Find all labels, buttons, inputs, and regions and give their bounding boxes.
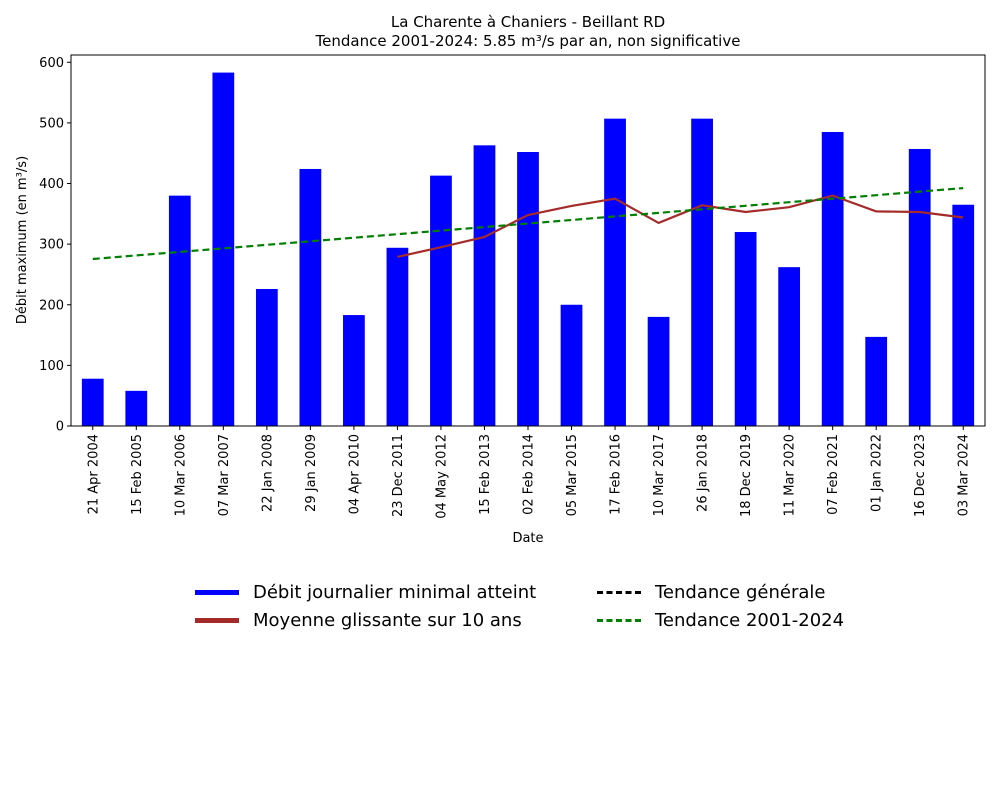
x-tick-label-7: 23 Dec 2011 bbox=[391, 434, 406, 517]
x-tick-label-5: 29 Jan 2009 bbox=[304, 434, 319, 512]
y-tick-label-1: 100 bbox=[39, 359, 64, 374]
lines-group bbox=[92, 187, 964, 261]
x-tick-label-6: 04 Apr 2010 bbox=[347, 434, 362, 514]
bar-18 bbox=[865, 336, 888, 426]
x-tick-label-2: 10 Mar 2006 bbox=[173, 434, 188, 516]
legend-swatch-trend-2001-2024 bbox=[597, 618, 641, 622]
bar-17 bbox=[821, 131, 844, 426]
bar-11 bbox=[560, 304, 583, 426]
x-tick-label-11: 05 Mar 2015 bbox=[565, 434, 580, 516]
legend-swatch-bars bbox=[195, 589, 239, 595]
bar-9 bbox=[473, 145, 496, 426]
plot-frame bbox=[70, 54, 986, 427]
bar-13 bbox=[647, 316, 670, 426]
legend-item-moving-average: Moyenne glissante sur 10 ans bbox=[195, 606, 522, 634]
x-tick-label-14: 26 Jan 2018 bbox=[696, 434, 711, 512]
bar-8 bbox=[430, 175, 452, 426]
y-tick-label-4: 400 bbox=[39, 177, 64, 192]
series-line-3 bbox=[92, 187, 964, 261]
x-axis: 21 Apr 2004 15 Feb 2005 10 Mar 2006 07 Mar … bbox=[86, 426, 972, 519]
x-tick-label-13: 10 Mar 2017 bbox=[652, 434, 667, 516]
bar-0 bbox=[81, 378, 104, 426]
x-tick-label-12: 17 Feb 2016 bbox=[609, 434, 624, 515]
legend-item-bars: Débit journalier minimal atteint bbox=[195, 578, 536, 606]
x-tick-label-15: 18 Dec 2019 bbox=[739, 434, 754, 517]
bar-15 bbox=[734, 232, 757, 426]
x-tick-label-0: 21 Apr 2004 bbox=[86, 434, 101, 514]
legend-label-trend-2001-2024: Tendance 2001-2024 bbox=[655, 609, 845, 631]
bar-1 bbox=[125, 390, 148, 426]
x-axis-label: Date bbox=[512, 531, 543, 546]
y-axis: 0 100 200 300 400 500 600 bbox=[39, 56, 71, 435]
bar-3 bbox=[212, 72, 235, 426]
y-tick-label-6: 600 bbox=[39, 56, 64, 71]
y-axis-label: Débit maximum (en m³/s) bbox=[15, 156, 30, 324]
bar-2 bbox=[168, 195, 191, 426]
x-tick-label-3: 07 Mar 2007 bbox=[217, 434, 232, 516]
x-tick-label-18: 01 Jan 2022 bbox=[870, 434, 885, 512]
series-line-1 bbox=[397, 194, 964, 258]
x-tick-label-8: 04 May 2012 bbox=[434, 434, 449, 519]
bar-5 bbox=[299, 168, 322, 426]
legend-label-general-trend: Tendance générale bbox=[655, 581, 826, 603]
x-tick-label-9: 15 Feb 2013 bbox=[478, 434, 493, 515]
y-tick-label-2: 200 bbox=[39, 298, 64, 313]
x-tick-label-1: 15 Feb 2005 bbox=[130, 434, 145, 515]
legend-label-moving-average: Moyenne glissante sur 10 ans bbox=[253, 609, 522, 631]
y-tick-label-3: 300 bbox=[39, 238, 64, 253]
legend: Débit journalier minimal atteint Moyenne… bbox=[195, 578, 875, 638]
bar-10 bbox=[517, 151, 539, 426]
chart-title-line1: La Charente à Chaniers - Beillant RD bbox=[391, 13, 665, 31]
x-tick-label-19: 16 Dec 2023 bbox=[913, 434, 928, 517]
legend-swatch-moving-average bbox=[195, 617, 239, 623]
bar-7 bbox=[386, 247, 409, 426]
y-tick-label-0: 0 bbox=[56, 420, 64, 435]
x-tick-label-17: 07 Feb 2021 bbox=[826, 434, 841, 515]
chart-title-line2: Tendance 2001-2024: 5.85 m³/s par an, no… bbox=[315, 32, 741, 50]
bar-14 bbox=[691, 118, 713, 426]
y-tick-label-5: 500 bbox=[39, 116, 64, 131]
bar-16 bbox=[778, 267, 801, 426]
bar-6 bbox=[343, 315, 365, 426]
bar-19 bbox=[908, 148, 931, 427]
x-tick-label-4: 22 Jan 2008 bbox=[260, 434, 275, 512]
bar-12 bbox=[604, 118, 626, 426]
legend-swatch-general-trend bbox=[597, 590, 641, 594]
legend-item-general-trend: Tendance générale bbox=[597, 578, 825, 606]
x-tick-label-16: 11 Mar 2020 bbox=[783, 434, 798, 516]
x-tick-label-10: 02 Feb 2014 bbox=[522, 434, 537, 515]
legend-item-trend-2001-2024: Tendance 2001-2024 bbox=[597, 606, 844, 634]
bar-4 bbox=[255, 288, 278, 426]
bar-20 bbox=[952, 204, 975, 426]
x-tick-label-20: 03 Mar 2024 bbox=[957, 434, 972, 516]
legend-label-bars: Débit journalier minimal atteint bbox=[253, 581, 537, 603]
bars-group bbox=[81, 72, 975, 427]
